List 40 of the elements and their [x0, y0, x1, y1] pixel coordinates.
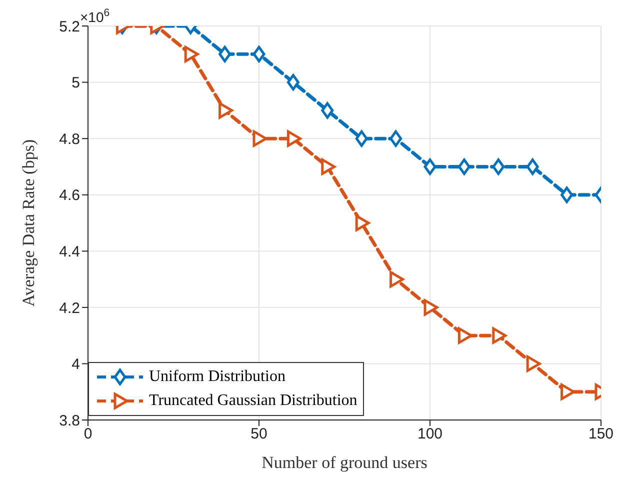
point	[286, 130, 302, 147]
y-tick-label: 4.6	[59, 187, 80, 204]
legend-label: Uniform Distribution	[149, 368, 286, 386]
point	[390, 271, 404, 288]
y-tick-label: 5	[72, 74, 80, 92]
point	[526, 355, 541, 372]
legend-label: Truncated Gaussian Distribution	[149, 392, 358, 410]
text: ×10$^{6}$	[80, 7, 110, 25]
y-tick-label: 4.2	[59, 300, 80, 317]
point	[424, 299, 438, 316]
point	[252, 46, 266, 62]
point	[252, 130, 268, 147]
point	[286, 74, 300, 91]
point	[218, 46, 232, 62]
y-tick-label: 4.8	[59, 130, 80, 148]
point	[526, 158, 539, 175]
point	[355, 130, 368, 147]
x-tick-label: 0	[84, 426, 92, 443]
point	[492, 327, 507, 344]
point	[218, 102, 234, 119]
point	[355, 214, 370, 232]
y-tick-label: 4.4	[59, 243, 80, 260]
point	[458, 327, 472, 344]
y-tick-label: 4	[72, 356, 80, 374]
point	[321, 158, 336, 175]
y-axis-title: Average Data Rate (bps)	[19, 139, 38, 307]
x-tick-label: 100	[417, 426, 443, 443]
point	[424, 158, 436, 175]
point	[458, 158, 470, 175]
point	[184, 46, 199, 62]
point	[321, 102, 334, 119]
x-axis-title: Number of ground users	[262, 453, 428, 472]
point	[492, 158, 505, 175]
point	[560, 186, 574, 204]
y-tick-label: 5.2	[59, 18, 80, 36]
y-tick-label: 3.8	[59, 412, 80, 430]
x-tick-label: 150	[588, 426, 614, 443]
point	[390, 130, 402, 147]
point	[560, 384, 576, 400]
x-tick-label: 50	[250, 426, 268, 443]
